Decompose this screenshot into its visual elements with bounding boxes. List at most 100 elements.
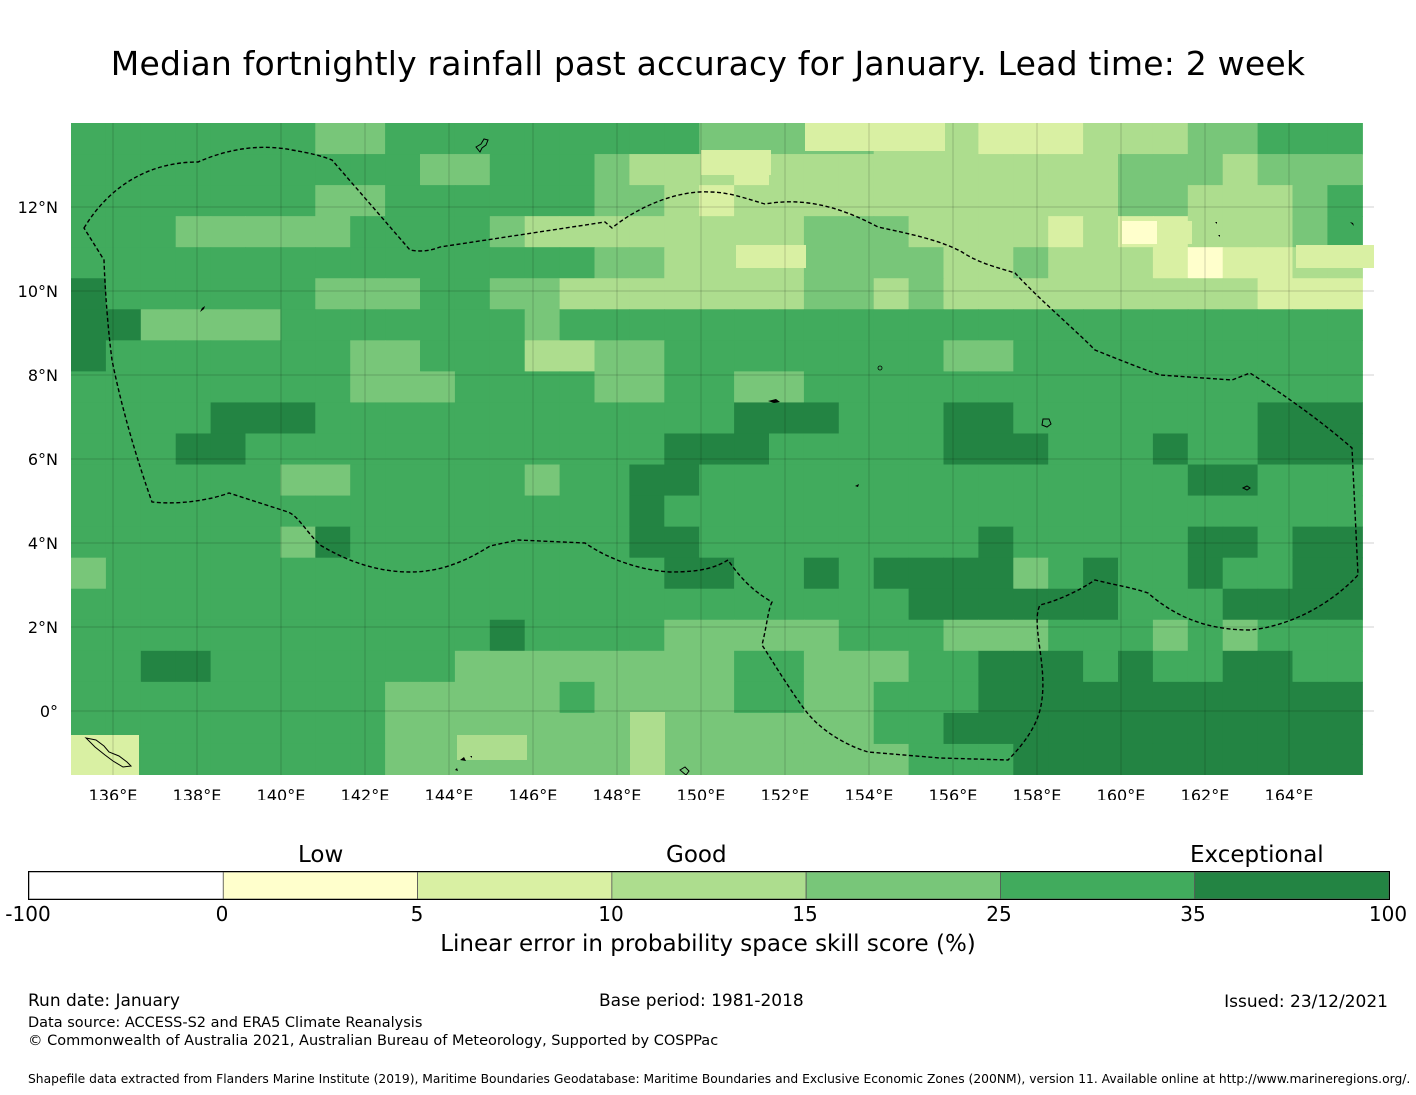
skill-cell [943,185,979,217]
skill-cell [1257,526,1294,559]
skill-cell [420,216,456,248]
skill-cell [629,123,665,155]
skill-grid [71,123,1374,775]
skill-cell [873,495,910,528]
colorbar-label: Linear error in probability space skill … [440,931,976,957]
skill-cell [734,650,770,683]
skill-cell [454,371,491,404]
skill-cell [664,712,700,745]
skill-cell [1327,712,1363,745]
skill-cell [524,650,561,683]
skill-cell [873,557,910,590]
skill-cell [873,681,910,714]
skill-cell [769,681,805,714]
skill-cell [1152,588,1189,621]
skill-cell [175,743,212,775]
skill-cell [454,557,491,590]
colorbar-segment [417,871,613,900]
skill-cell [315,619,351,652]
skill-cell [1222,216,1259,248]
skill-cell [140,495,177,528]
skill-cell [699,340,735,372]
skill-cell [769,123,805,155]
skill-cell [420,185,456,217]
skill-cell [1048,712,1084,745]
skill-cell [1152,433,1189,466]
skill-cell [594,402,630,435]
skill-cell [908,743,945,775]
skill-cell [524,278,561,310]
skill-cell [1292,464,1328,497]
skill-cell [1222,650,1259,683]
skill-cell [838,743,875,775]
skill-cell [105,278,142,310]
colorbar-bar [28,871,1390,900]
skill-cell [559,557,596,590]
skill-cell [245,619,281,652]
skill-cell [803,495,840,528]
skill-cell [489,371,526,404]
skill-cell [1083,743,1119,775]
latitude-labels: 12°N 10°N 8°N 6°N 4°N 2°N 0° [18,198,58,721]
skill-cell [1013,123,1049,155]
skill-cell [1292,743,1328,775]
skill-cell [873,371,910,404]
skill-cell [1118,588,1154,621]
skill-cell [315,557,351,590]
skill-cell [1083,371,1119,404]
skill-cell [1048,185,1084,217]
skill-cell [1327,154,1363,186]
skill-cell [734,123,770,155]
skill-cell [1187,526,1224,559]
colorbar-segment [28,871,224,900]
skill-cell [315,402,351,435]
skill-cell [280,464,316,497]
skill-cell [594,216,630,248]
skill-cell [1083,340,1119,372]
skill-cell [1152,681,1189,714]
skill-cell [105,557,142,590]
longitude-labels: 136°E 138°E 140°E 142°E 144°E 146°E 148°E 150°E… [89,786,1314,800]
skill-cell [1013,154,1049,186]
longitude-label: 154°E [845,786,894,800]
skill-cell [629,495,665,528]
skill-cell [1152,309,1189,341]
skill-cell [769,340,805,372]
skill-cell [1187,278,1224,310]
skill-cell [245,154,281,186]
skill-cell [1013,650,1049,683]
skill-cell [908,712,945,745]
skill-cell [210,433,247,466]
skill-cell [1222,681,1259,714]
skill-cell [71,619,107,652]
issued-date: Issued: 23/12/2021 [1224,992,1388,1012]
skill-cell [489,185,526,217]
skill-cell [873,247,910,279]
skill-cell [210,216,247,248]
skill-cell [699,743,735,775]
category-exceptional: Exceptional [1190,842,1324,868]
skill-cell [1187,433,1224,466]
skill-cell [1118,650,1154,683]
skill-cell [769,495,805,528]
skill-cell [140,619,177,652]
skill-cell [1257,216,1294,248]
skill-cell [1013,309,1049,341]
skill-cell [908,278,945,310]
skill-cell [454,650,491,683]
skill-cell [978,340,1014,372]
skill-cell [1257,681,1294,714]
skill-cell [594,278,630,310]
skill-cell [594,681,630,714]
skill-cell [350,247,386,279]
skill-cell [524,371,561,404]
skill-cell [1048,495,1084,528]
skill-cell [105,216,142,248]
skill-cell [175,185,212,217]
skill-cell [1257,371,1294,404]
skill-cell [803,681,840,714]
skill-cell [699,712,735,745]
skill-cell [210,278,247,310]
skill-cell [838,619,875,652]
skill-cell [420,340,456,372]
